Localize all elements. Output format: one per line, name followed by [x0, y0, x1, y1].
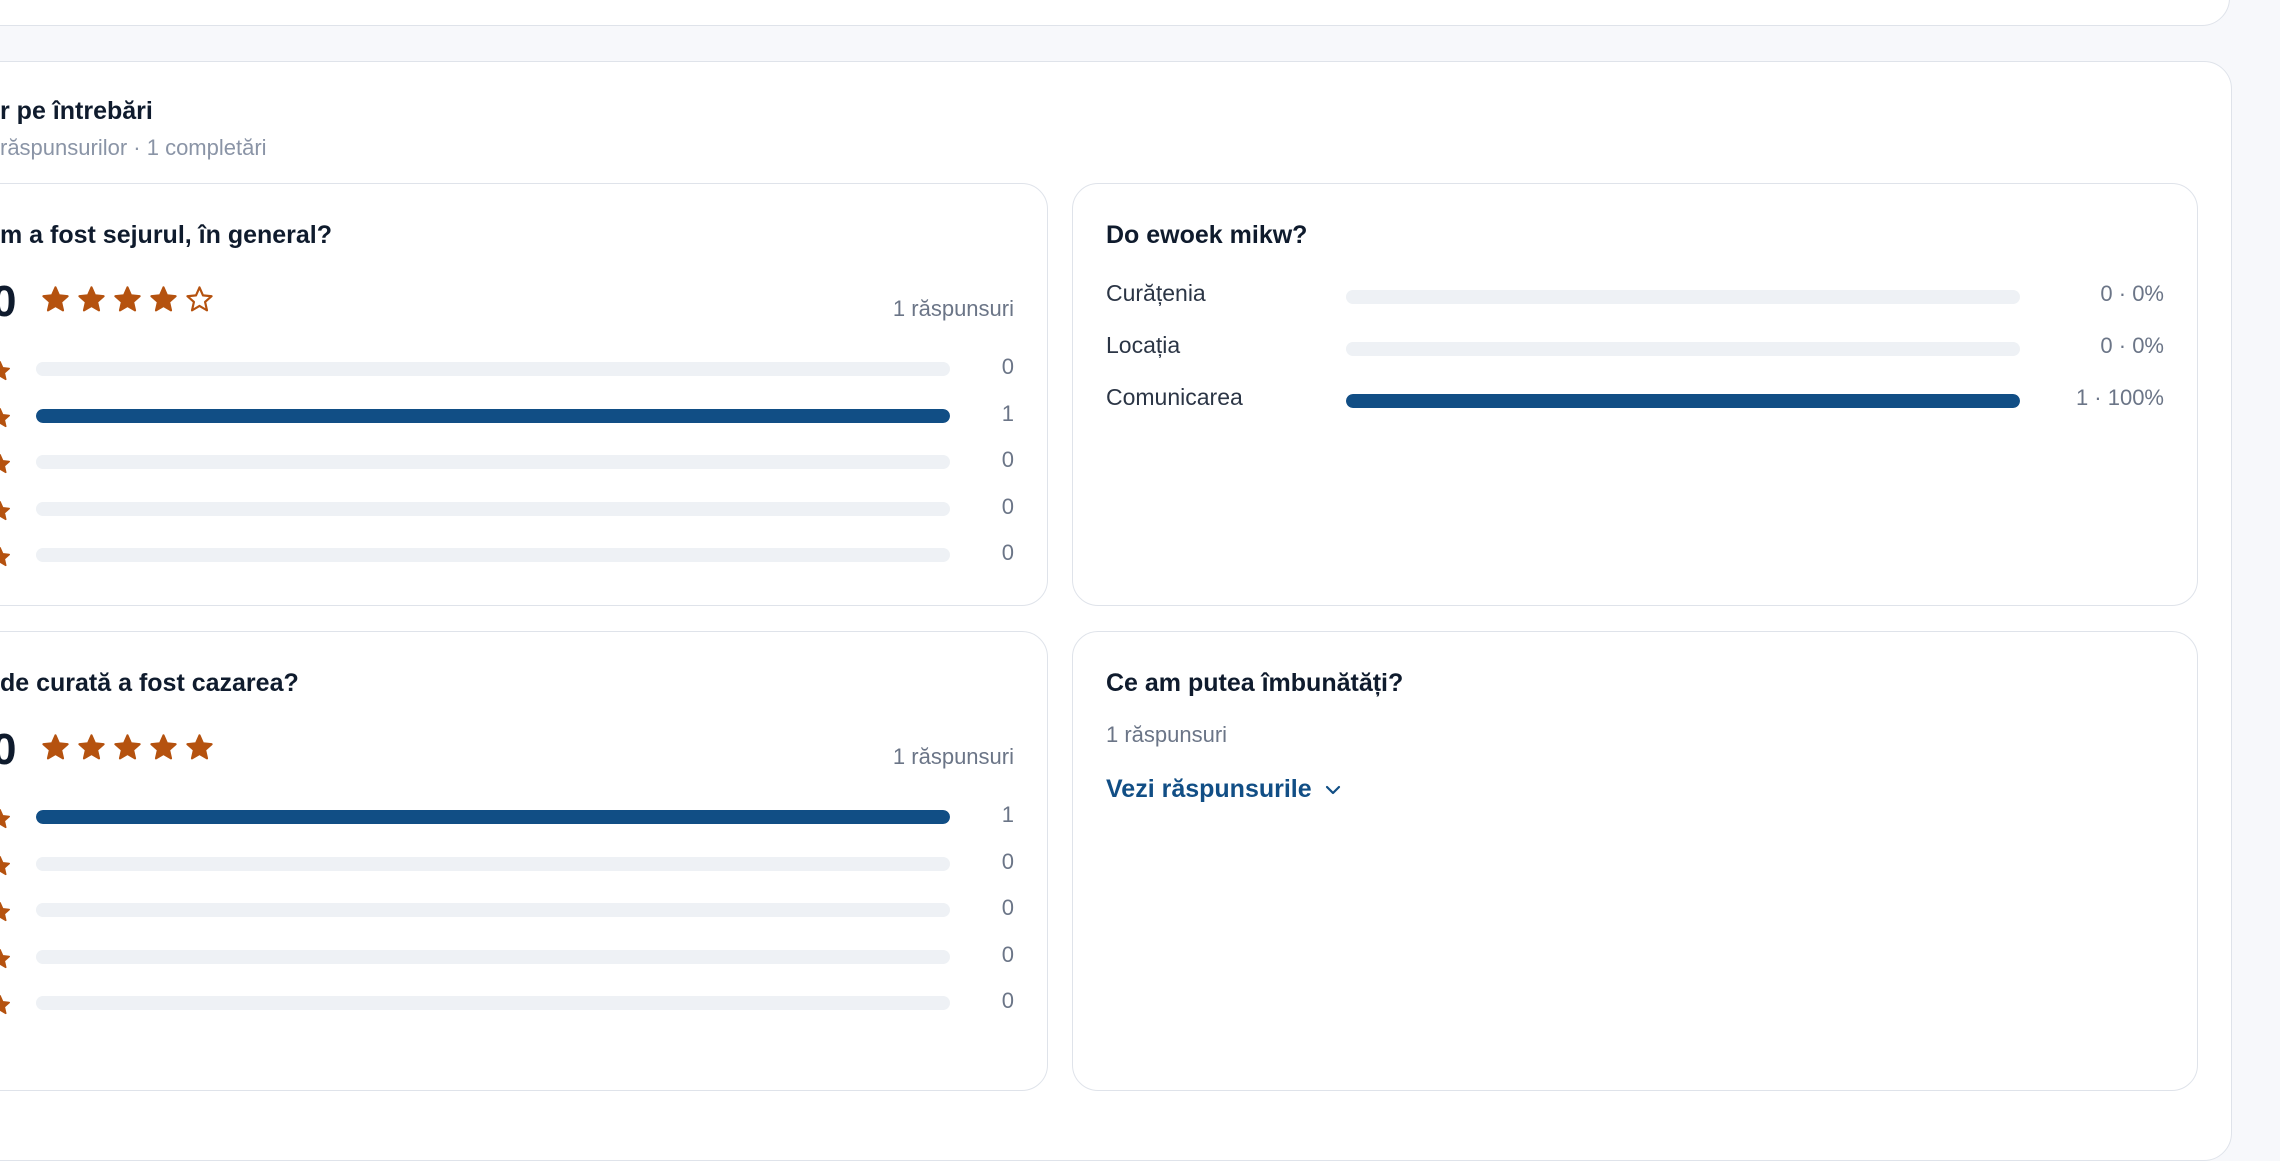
rating-count: 0 [1001, 895, 1014, 920]
star-filled-icon [0, 995, 10, 1015]
average-rating: 0 [0, 277, 17, 326]
star-filled-icon [0, 547, 10, 567]
previous-card [0, 0, 2230, 26]
question-title: Do ewoek mikw? [1106, 221, 1308, 249]
star-filled-icon [0, 809, 10, 829]
rating-count: 0 [1001, 848, 1014, 874]
average-rating: 0 [0, 725, 17, 774]
rating-count: 0 [1001, 493, 1014, 519]
star-filled-icon [78, 286, 105, 312]
choice-bar [1346, 290, 2020, 304]
chevron-down-icon [1325, 785, 1340, 794]
rating-bar [36, 996, 950, 1010]
star-filled-icon [0, 407, 10, 427]
star-filled-icon [0, 948, 10, 968]
star-outline-icon [186, 286, 213, 312]
rating-bar [36, 903, 950, 917]
choice-bar-fill [1346, 394, 2020, 408]
choice-label: Comunicarea [1106, 384, 1243, 410]
view-responses-link[interactable]: Vezi răspunsurile [1106, 775, 1342, 804]
rating-count: 1 [1001, 400, 1014, 426]
star-filled-icon [0, 454, 10, 474]
star-filled-icon [150, 286, 177, 312]
choice-value: 0 · 0% [2100, 333, 2164, 358]
choice-value: 1 · 100% [2075, 385, 2164, 410]
rating-bar [36, 856, 950, 871]
star-filled-icon [0, 361, 10, 381]
rating-bar [36, 362, 950, 376]
rating-bar [36, 455, 950, 469]
rating-bar [36, 810, 950, 824]
rating-bar [36, 501, 950, 516]
star-filled-icon [78, 734, 105, 760]
star-filled-icon [114, 734, 141, 760]
rating-stars [41, 733, 214, 762]
star-filled-icon [0, 855, 10, 875]
star-filled-icon [42, 286, 69, 312]
response-count: 1 răspunsuri [892, 744, 1014, 769]
star-filled-icon [150, 734, 177, 760]
rating-count: 0 [1001, 447, 1014, 472]
question-card-open-text [1072, 631, 2198, 1091]
question-title: de curată a fost cazarea? [0, 669, 299, 697]
star-filled-icon [42, 734, 69, 760]
star-filled-icon [0, 500, 10, 520]
response-count: 1 răspunsuri [892, 296, 1014, 321]
choice-label: Locația [1106, 332, 1181, 358]
choice-label: Curățenia [1106, 280, 1206, 306]
rating-count: 0 [1001, 540, 1014, 565]
star-filled-icon [0, 902, 10, 922]
rating-count: 0 [1001, 354, 1014, 379]
rating-bar [36, 408, 950, 423]
choice-bar [1346, 394, 2020, 408]
rating-count: 0 [1001, 988, 1014, 1013]
section-subtitle: răspunsurilor · 1 completări [0, 135, 267, 160]
question-title: Ce am putea îmbunătăți? [1106, 669, 1404, 697]
choice-value: 0 · 0% [2100, 281, 2164, 306]
question-title: m a fost sejurul, în general? [0, 221, 333, 249]
rating-bar [36, 949, 950, 964]
rating-bar-fill [36, 810, 950, 824]
section-title: r pe întrebări [0, 97, 153, 125]
rating-count: 1 [1001, 802, 1014, 827]
rating-stars [41, 285, 214, 314]
response-count: 1 răspunsuri [1106, 722, 1228, 747]
rating-bar-fill [36, 408, 950, 423]
star-filled-icon [186, 734, 213, 760]
question-card-rating-overall [0, 183, 1048, 606]
star-filled-icon [114, 286, 141, 312]
choice-bar [1346, 342, 2020, 356]
rating-count: 0 [1001, 941, 1014, 967]
view-responses-label: Vezi răspunsurile [1106, 775, 1312, 803]
rating-bar [36, 548, 950, 562]
